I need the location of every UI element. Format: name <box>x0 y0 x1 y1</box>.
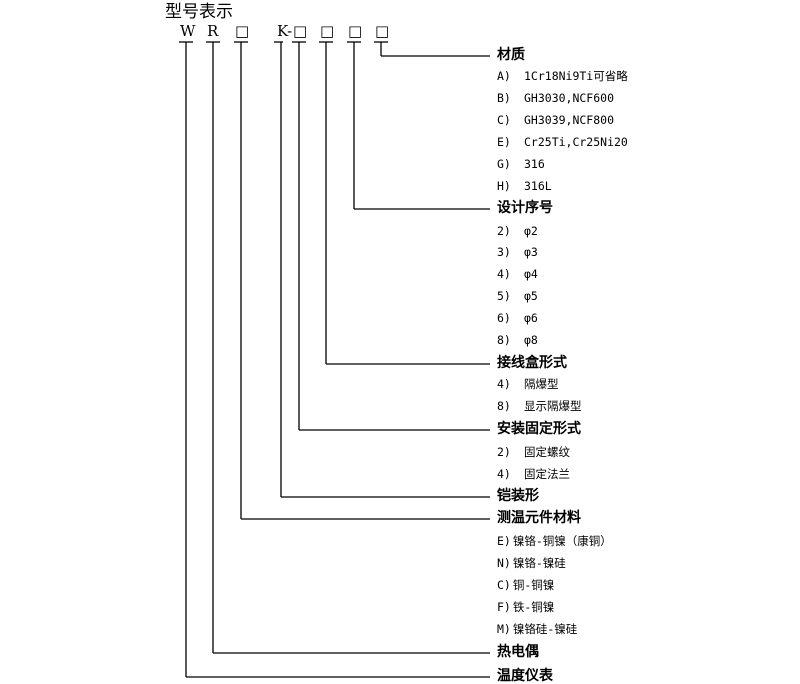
option-value: GH3039,NCF800 <box>524 113 615 127</box>
section-heading: 热电偶 <box>497 644 539 660</box>
code-symbol: □ <box>348 22 363 40</box>
section-heading: 温度仪表 <box>497 668 553 684</box>
option-item: 4) φ4 <box>497 267 538 281</box>
option-value: 固定螺纹 <box>524 445 570 459</box>
option-item: 4) 隔爆型 <box>497 377 559 391</box>
option-item: H) 316L <box>497 179 552 193</box>
code-symbol: □ <box>293 22 308 40</box>
option-item: A) 1Cr18Ni9Ti可省略 <box>497 69 628 83</box>
option-value: 铁-铜镍 <box>512 600 555 614</box>
option-value: φ2 <box>524 224 538 238</box>
option-key: N) <box>497 556 511 570</box>
option-key: 2) <box>497 445 511 459</box>
option-key: C) <box>497 578 511 592</box>
option-item: 8) 显示隔爆型 <box>497 399 582 413</box>
option-value: 316L <box>524 179 552 193</box>
option-value: φ5 <box>524 289 538 303</box>
option-item: M) 镍铬硅-镍硅 <box>497 622 578 636</box>
option-value: 隔爆型 <box>524 377 559 391</box>
section-heading: 材质 <box>497 47 525 63</box>
option-key: E) <box>497 534 511 548</box>
option-key: B) <box>497 91 511 105</box>
option-item: B) GH3030,NCF600 <box>497 91 614 105</box>
option-key: H) <box>497 179 511 193</box>
code-symbol: W <box>180 22 196 40</box>
option-value: Cr25Ti,Cr25Ni20 <box>524 135 628 149</box>
option-value: 316 <box>524 157 545 171</box>
option-key: 5) <box>497 289 511 303</box>
option-item: 6) φ6 <box>497 311 538 325</box>
option-item: 2) 固定螺纹 <box>497 445 570 459</box>
option-item: E) 镍铬-铜镍（康铜） <box>497 534 612 548</box>
section-heading: 安装固定形式 <box>497 421 581 437</box>
option-item: G) 316 <box>497 157 545 171</box>
diagram-title: 型号表示 <box>165 2 233 22</box>
section-heading: 接线盒形式 <box>497 355 567 371</box>
option-key: M) <box>497 622 511 636</box>
option-value: φ6 <box>524 311 538 325</box>
option-key: 4) <box>497 467 511 481</box>
option-item: 2) φ2 <box>497 224 538 238</box>
option-item: 4) 固定法兰 <box>497 467 570 481</box>
option-item: 5) φ5 <box>497 289 538 303</box>
section-heading: 测温元件材料 <box>497 510 581 526</box>
option-value: 镍铬-铜镍（康铜） <box>512 534 612 548</box>
option-value: φ8 <box>524 333 538 347</box>
option-value: 铜-铜镍 <box>512 578 555 592</box>
option-value: GH3030,NCF600 <box>524 91 615 105</box>
option-key: 8) <box>497 333 511 347</box>
option-value: 1Cr18Ni9Ti可省略 <box>524 69 628 83</box>
option-value: 显示隔爆型 <box>524 399 582 413</box>
option-key: C) <box>497 113 511 127</box>
option-value: 镍铬-镍硅 <box>512 556 566 570</box>
option-key: 6) <box>497 311 511 325</box>
option-value: 固定法兰 <box>524 467 570 481</box>
option-item: C) GH3039,NCF800 <box>497 113 614 127</box>
option-item: F) 铁-铜镍 <box>497 600 555 614</box>
option-key: 4) <box>497 267 511 281</box>
option-value: 镍铬硅-镍硅 <box>512 622 578 636</box>
option-key: 3) <box>497 245 511 259</box>
code-symbol: K- <box>277 22 293 40</box>
option-key: 2) <box>497 224 511 238</box>
code-symbol: □ <box>320 22 335 40</box>
section-heading: 设计序号 <box>497 200 553 216</box>
option-value: φ3 <box>524 245 538 259</box>
option-key: 8) <box>497 399 511 413</box>
option-item: 3) φ3 <box>497 245 538 259</box>
option-key: E) <box>497 135 511 149</box>
option-key: G) <box>497 157 511 171</box>
option-item: E) Cr25Ti,Cr25Ni20 <box>497 135 628 149</box>
code-symbol: R <box>207 22 219 40</box>
option-value: φ4 <box>524 267 538 281</box>
option-key: F) <box>497 600 511 614</box>
code-symbol: □ <box>235 22 250 40</box>
option-key: 4) <box>497 377 511 391</box>
option-item: N) 镍铬-镍硅 <box>497 556 566 570</box>
code-symbol: □ <box>375 22 390 40</box>
option-item: C) 铜-铜镍 <box>497 578 555 592</box>
section-heading: 铠装形 <box>497 488 539 504</box>
option-item: 8) φ8 <box>497 333 538 347</box>
option-key: A) <box>497 69 511 83</box>
